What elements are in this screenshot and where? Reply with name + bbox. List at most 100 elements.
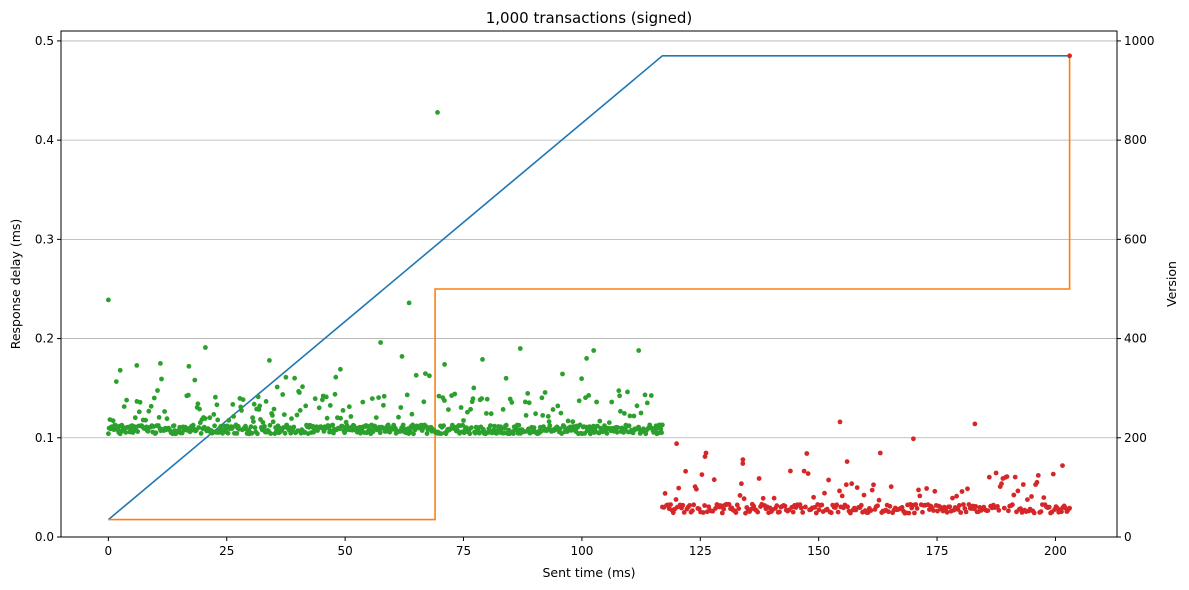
- scatter-point: [373, 415, 379, 420]
- scatter-point: [804, 451, 810, 456]
- scatter-point: [545, 414, 551, 419]
- scatter-point: [965, 486, 970, 492]
- scatter-point: [837, 488, 842, 494]
- scatter-point: [338, 415, 343, 421]
- x-axis: 0 25 50 75 100 125 150 175 200: [105, 537, 1067, 558]
- scatter-point: [239, 408, 244, 413]
- version-line-blue: [107, 54, 1070, 521]
- scatter-point: [694, 486, 699, 492]
- scatter-point: [300, 384, 305, 390]
- x-tick-label: 50: [337, 544, 352, 558]
- scatter-point: [634, 403, 640, 409]
- scatter-point: [1001, 505, 1007, 511]
- scatter-point: [726, 502, 732, 507]
- scatter-point: [196, 425, 202, 430]
- scatter-point: [642, 392, 648, 398]
- scatter-point: [631, 413, 637, 419]
- scatter-point: [616, 388, 622, 394]
- scatter-point: [560, 371, 565, 377]
- scatter-point: [470, 396, 476, 402]
- scatter-point: [488, 411, 494, 417]
- scatter-point: [955, 507, 961, 512]
- scatter-point: [323, 394, 329, 400]
- scatter-point: [782, 503, 788, 509]
- x-tick-label: 150: [807, 544, 830, 558]
- scatter-point: [303, 403, 309, 409]
- scatter-point: [944, 509, 950, 515]
- scatter-point: [597, 418, 603, 424]
- scatter-point: [146, 408, 152, 414]
- scatter-point: [522, 399, 528, 405]
- scatter-point: [771, 495, 777, 501]
- scatter-point: [1046, 504, 1052, 510]
- scatter-point: [849, 481, 855, 487]
- scatter-point: [687, 503, 692, 508]
- scatter-point: [914, 506, 920, 511]
- scatter-point: [376, 395, 381, 400]
- scatter-point: [680, 502, 686, 508]
- scatter-point: [360, 399, 366, 405]
- scatter-point: [158, 361, 163, 366]
- scatter-point: [198, 431, 204, 436]
- scatter-point: [691, 502, 697, 508]
- scatter-point: [488, 423, 493, 428]
- scatter-point: [819, 502, 825, 508]
- scatter-point: [533, 411, 538, 417]
- scatter-point: [748, 506, 754, 512]
- scatter-point: [435, 110, 440, 115]
- scatter-point: [803, 504, 808, 510]
- scatter-point: [839, 493, 845, 499]
- scatter-point: [845, 504, 850, 510]
- scatter-point: [248, 424, 254, 430]
- scatter-point: [436, 393, 442, 399]
- scatter-point: [790, 509, 796, 515]
- scatter-point: [406, 300, 412, 306]
- scatter-point: [427, 373, 432, 379]
- scatter-point: [912, 510, 917, 516]
- scatter-point: [291, 424, 297, 430]
- scatter-point: [1029, 494, 1034, 499]
- scatter-point: [332, 391, 338, 397]
- scatter-point: [230, 402, 236, 407]
- scatter-point: [739, 481, 744, 487]
- scatter-point: [777, 509, 782, 515]
- scatter-point: [740, 457, 746, 462]
- scatter-point: [954, 493, 959, 499]
- y2-tick-label: 0: [1124, 530, 1132, 544]
- scatter-point: [700, 510, 706, 515]
- scatter-point: [471, 385, 477, 391]
- y-tick-label: 0.4: [35, 133, 54, 147]
- scatter-point: [250, 415, 256, 421]
- scatter-point: [340, 408, 346, 413]
- scatter-point: [159, 376, 164, 382]
- scatter-point: [800, 510, 806, 515]
- scatter-point: [134, 363, 140, 368]
- scatter-point: [282, 430, 288, 436]
- scatter-point: [148, 403, 154, 409]
- scatter-point: [423, 371, 428, 376]
- scatter-point: [215, 417, 221, 423]
- scatter-point: [609, 399, 615, 405]
- scatter-point: [452, 391, 458, 397]
- scatter-point: [956, 503, 962, 508]
- scatter-point: [106, 431, 111, 437]
- scatter-point: [826, 477, 831, 483]
- y-tick-label: 0.2: [35, 332, 54, 346]
- scatter-point: [213, 394, 218, 400]
- scatter-point: [327, 403, 333, 408]
- scatter-point: [203, 345, 208, 350]
- scatter-point: [899, 505, 905, 510]
- scatter-point: [966, 502, 972, 507]
- scatter-point: [320, 397, 325, 403]
- scatter-point: [218, 423, 224, 429]
- scatter-point: [268, 431, 274, 436]
- scatter-series-green: [106, 110, 665, 437]
- scatter-point: [251, 419, 256, 424]
- scatter-point: [297, 390, 302, 395]
- scatter-point: [958, 510, 964, 515]
- scatter-point: [442, 362, 447, 367]
- scatter-point: [342, 430, 347, 436]
- scatter-point: [869, 487, 875, 493]
- scatter-point: [267, 358, 272, 363]
- scatter-point: [252, 425, 258, 430]
